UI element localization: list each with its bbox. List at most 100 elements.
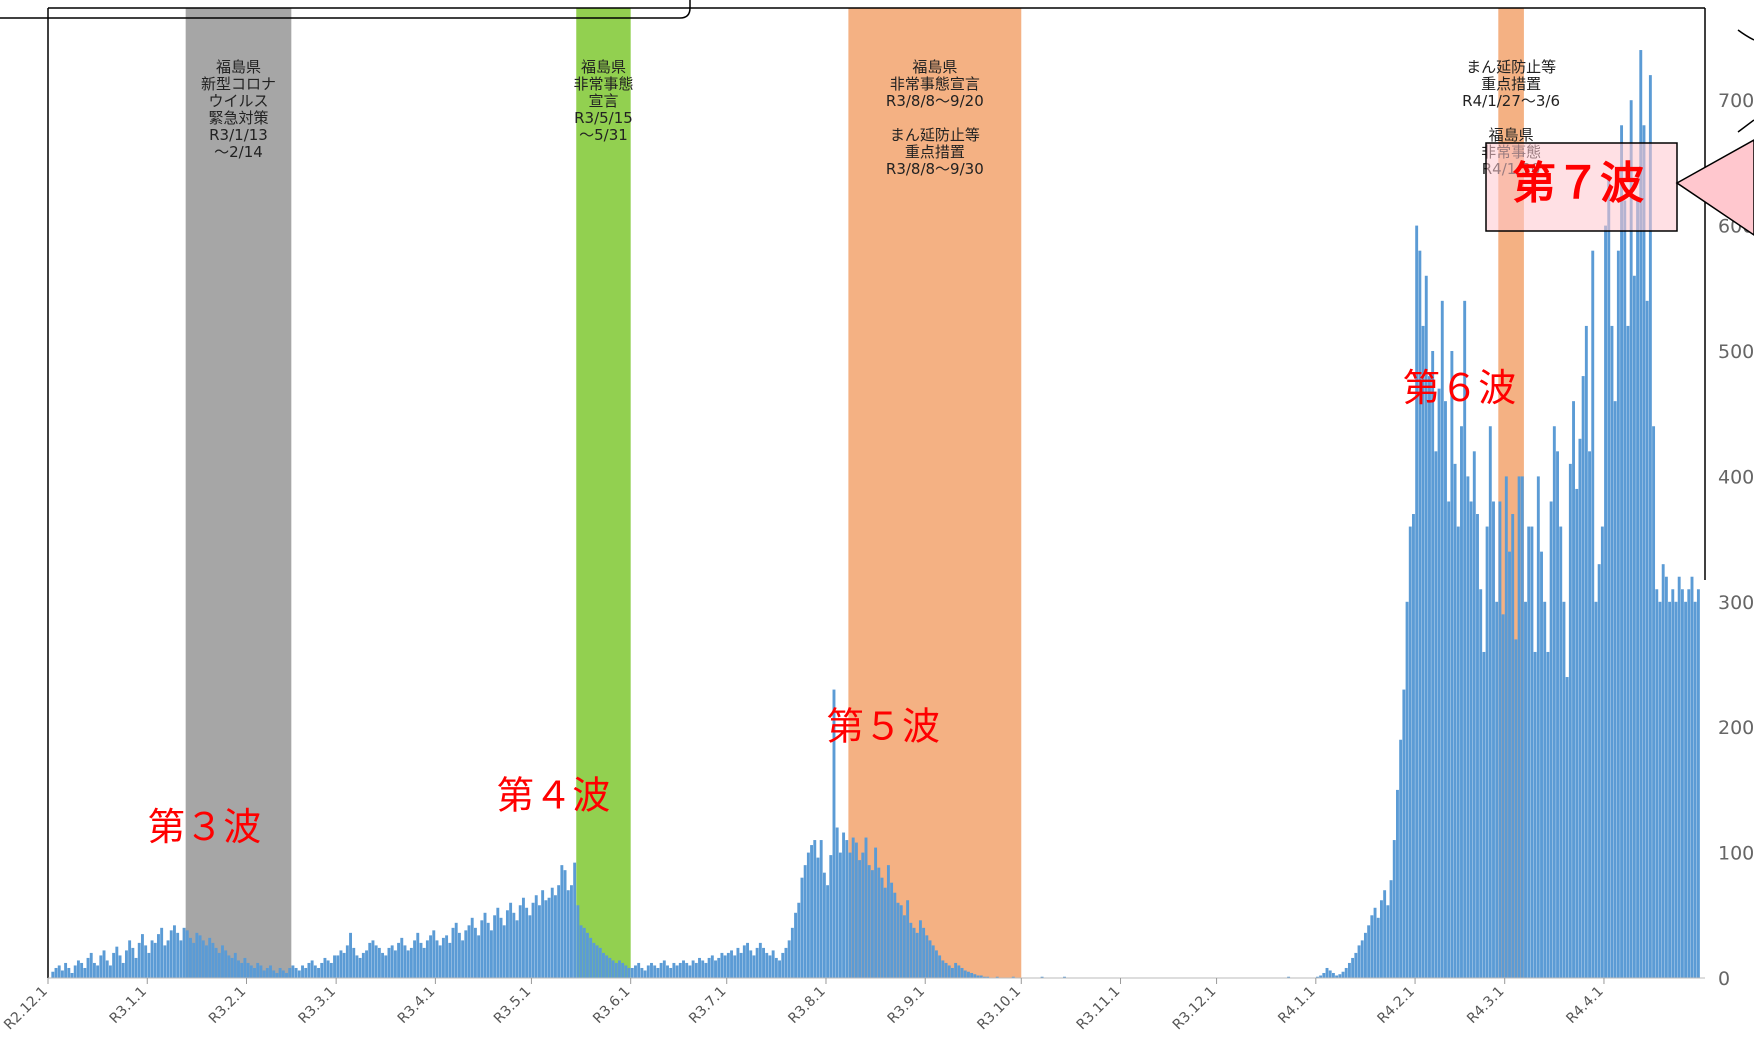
bar [1386,905,1390,978]
bar [970,972,974,978]
bar [829,855,833,978]
bar [1040,976,1044,978]
bar [1363,932,1367,978]
bar [1517,476,1521,978]
bar [224,950,228,978]
bar [726,952,730,978]
bar [1472,451,1476,978]
bar [384,955,388,978]
bar [1354,952,1358,978]
bar [1389,880,1393,978]
bar [1325,967,1329,978]
bar [1578,438,1582,978]
bar [1335,975,1339,978]
bar [1063,976,1066,978]
x-tick-label: R4.1.1 [1275,984,1318,1027]
bar [1373,907,1377,978]
bar [579,925,583,978]
bar [464,930,468,978]
callout-rect [1485,142,1678,232]
callout-label: 第７波 [1512,158,1644,209]
bar [598,947,602,978]
bar [819,840,823,978]
bar [867,865,871,978]
bar [608,957,612,978]
bar [1546,651,1550,978]
bar [1552,426,1556,978]
x-tick-label: R3.2.1 [206,984,249,1027]
bar [553,895,557,978]
bar [467,925,471,978]
bar [189,937,192,978]
bar [60,970,64,978]
bar [99,955,103,978]
bar [1581,376,1585,979]
bar [454,922,458,978]
bar [1383,890,1387,978]
bar [179,940,183,978]
bar [419,942,423,978]
bar [640,967,644,978]
bar [1424,275,1428,978]
bar [483,912,487,978]
bar [102,950,106,978]
bar [1351,957,1355,978]
bar [659,962,663,978]
bar [486,922,490,978]
x-tick-label: R3.1.1 [107,984,150,1027]
bar [470,917,474,978]
bar [1668,601,1672,978]
bar [963,970,967,978]
bar [1588,451,1591,978]
bar [1376,917,1380,978]
bar [630,967,634,978]
bar [877,867,881,978]
bar [1562,601,1566,978]
bar [925,935,929,978]
bar [397,942,401,978]
bar [406,950,410,978]
bar [265,967,269,978]
bar [278,967,282,978]
bar [365,950,369,978]
bar [550,887,554,978]
bar [774,957,778,978]
bar [493,915,497,978]
bar [1626,325,1630,978]
bar [1331,972,1335,978]
bar [112,952,116,978]
bar [1575,488,1579,978]
bar [1319,975,1323,978]
bar [909,922,913,978]
bar [166,940,170,978]
y-tick-label: 500 [1718,341,1754,363]
bar [976,975,980,978]
bar [1687,589,1691,978]
bar [1460,426,1463,978]
bar [931,945,935,978]
bar [297,970,301,978]
x-tick-label: R3.11.1 [1074,984,1124,1034]
bar [669,967,673,978]
bar [157,934,160,978]
bar [1463,300,1467,979]
x-tick-label: R3.9.1 [885,984,928,1027]
bar [826,885,830,978]
bar [742,945,746,978]
bar [1549,501,1553,978]
bar [1450,351,1454,978]
bar [432,930,436,978]
bar [499,917,503,978]
bar [691,960,695,978]
period-band-0 [185,8,292,978]
y-tick-label: 400 [1718,466,1754,488]
bar [275,972,279,978]
bar [393,950,397,978]
wave-label-6: 第６波 [1402,366,1516,410]
bar [1671,589,1675,978]
bar [714,960,717,978]
bar [371,940,375,978]
bar [902,915,906,978]
bar [1466,476,1470,978]
bar [733,955,737,978]
